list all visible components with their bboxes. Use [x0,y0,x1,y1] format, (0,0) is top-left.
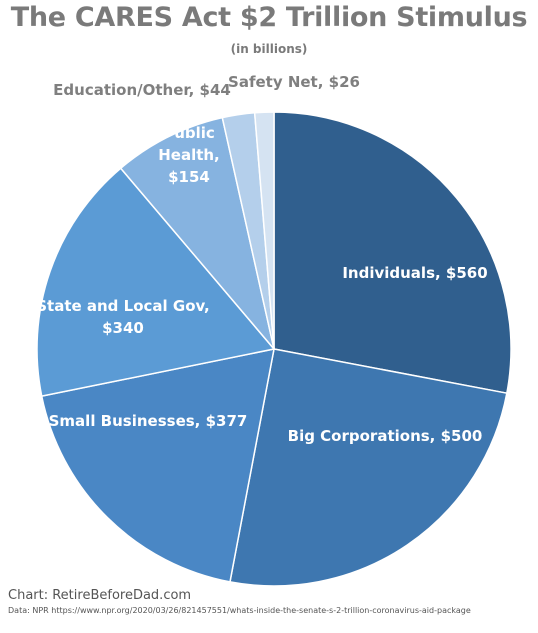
slice-label-line: Education/Other, $44 [53,81,231,99]
source-link[interactable]: https://www.npr.org/2020/03/26/821457551… [51,606,471,615]
pie-slice [273,111,512,395]
slice-label-line: Individuals, $560 [342,264,487,282]
pie-slice [253,111,275,350]
data-source: Data: NPR https://www.npr.org/2020/03/26… [8,606,536,615]
slice-label: Education/Other, $44 [53,81,231,99]
slice-label-line: State and Local Gov, [36,297,210,315]
slice-label: Public Health, $154 [158,124,220,186]
chart-subtitle: (in billions) [230,42,308,56]
slice-label-line: Small Businesses, $377 [49,412,248,430]
chart-title: The CARES Act $2 Trillion Stimulus [10,2,528,33]
pie-slice [40,348,275,583]
slice-label-line: Big Corporations, $500 [288,427,483,445]
slice-label: Small Businesses, $377 [49,412,248,430]
slice-label-line: Safety Net, $26 [228,73,360,91]
chart-credit: Chart: RetireBeforeDad.com [8,588,192,603]
pie-slice [119,116,275,350]
slice-label-line: $154 [168,168,210,186]
slice-label: Individuals, $560 [342,264,487,282]
source-prefix: Data: NPR [8,606,49,615]
pie-slice [229,348,508,587]
slice-label: Safety Net, $26 [228,73,360,91]
pie-slice [36,167,276,398]
slice-label-line: Public [163,124,215,142]
slice-label: State and Local Gov, $340 [36,297,210,337]
slice-label: Big Corporations, $500 [288,427,483,445]
slice-label-line: $340 [102,319,144,337]
slice-label-line: Health, [158,146,220,164]
